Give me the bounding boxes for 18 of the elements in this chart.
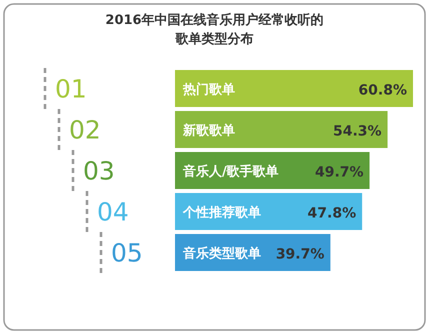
text: 01 (55, 74, 87, 104)
text: 02 (69, 116, 101, 144)
chart-title: 2016年中国在线音乐用户经常收听的歌单类型分布 (105, 12, 324, 47)
y-tick-label: 热门歌单 (182, 82, 235, 98)
text: 03 (83, 156, 115, 186)
bar (175, 111, 388, 148)
text: 04 (97, 198, 129, 226)
data-label: 47.8% (308, 206, 356, 222)
y-tick-label: 音乐人/歌手歌单 (182, 164, 279, 180)
bar (175, 70, 413, 107)
data-label: 54.3% (332, 124, 382, 140)
y-tick-label: 新歌歌单 (182, 122, 235, 138)
data-label: 39.7% (276, 246, 324, 262)
text: 05 (111, 238, 143, 268)
y-tick-label: 个性推荐歌单 (182, 204, 261, 220)
y-tick-label: 音乐类型歌单 (182, 246, 261, 262)
data-label: 60.8% (358, 82, 407, 98)
data-label: 49.7% (314, 164, 364, 180)
